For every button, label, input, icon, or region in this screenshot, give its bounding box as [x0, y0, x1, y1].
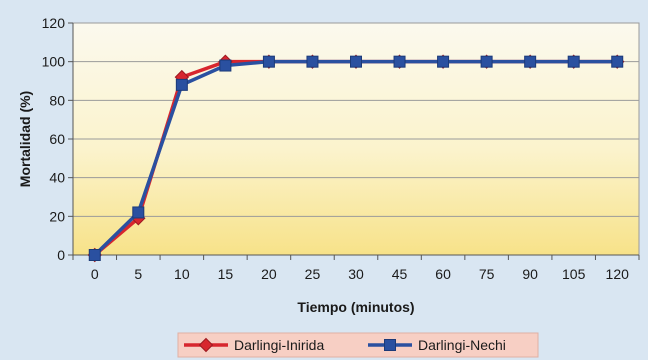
- x-tick-label: 75: [479, 266, 495, 282]
- x-tick-label: 45: [392, 266, 408, 282]
- data-point: [480, 55, 493, 68]
- y-tick-label: 80: [49, 92, 65, 108]
- data-point: [611, 55, 624, 68]
- legend-marker: [198, 337, 214, 353]
- legend-label: Darlingi-Inirida: [234, 337, 324, 353]
- y-tick-label: 120: [42, 15, 66, 31]
- series-2: [88, 55, 624, 261]
- legend: Darlingi-Inirida Darlingi-Nechi: [177, 332, 539, 358]
- data-point: [175, 78, 188, 91]
- x-tick-label: 30: [348, 266, 364, 282]
- data-point: [567, 55, 580, 68]
- data-point: [262, 55, 275, 68]
- y-axis-title: Mortalidad (%): [17, 91, 33, 187]
- y-tick-label: 60: [49, 131, 65, 147]
- legend-box: [177, 332, 539, 358]
- data-point: [88, 249, 101, 261]
- series: [87, 54, 625, 263]
- x-tick-label: 120: [606, 266, 630, 282]
- data-point: [524, 55, 537, 68]
- y-tick-label: 20: [49, 208, 65, 224]
- x-tick-label: 90: [522, 266, 538, 282]
- data-point: [350, 55, 362, 68]
- x-axis-title: Tiempo (minutos): [297, 299, 414, 315]
- data-point: [393, 55, 406, 68]
- y-tick-label: 100: [42, 54, 66, 70]
- x-tick-label: 105: [562, 266, 586, 282]
- y-tick-label: 0: [57, 247, 65, 263]
- legend-item-1: Darlingi-Inirida: [184, 337, 324, 353]
- legend-item-2: Darlingi-Nechi: [368, 337, 506, 353]
- data-point: [437, 55, 450, 68]
- x-tick-label: 20: [261, 266, 277, 282]
- x-tick-label: 0: [91, 266, 99, 282]
- data-point: [132, 206, 145, 219]
- data-point: [219, 59, 232, 72]
- axes: 0 20 40 60 80 100 120 0 5 10 15 20 25 30 45 60 75 90 105 12…: [42, 15, 640, 282]
- x-tick-label: 10: [174, 266, 190, 282]
- legend-marker: [384, 339, 396, 351]
- x-tick-label: 5: [134, 266, 142, 282]
- x-tick-label: 15: [218, 266, 234, 282]
- x-tick-label: 60: [435, 266, 451, 282]
- legend-label: Darlingi-Nechi: [418, 337, 506, 353]
- x-tick-label: 25: [305, 266, 321, 282]
- y-tick-label: 40: [49, 170, 65, 186]
- data-point: [306, 55, 319, 68]
